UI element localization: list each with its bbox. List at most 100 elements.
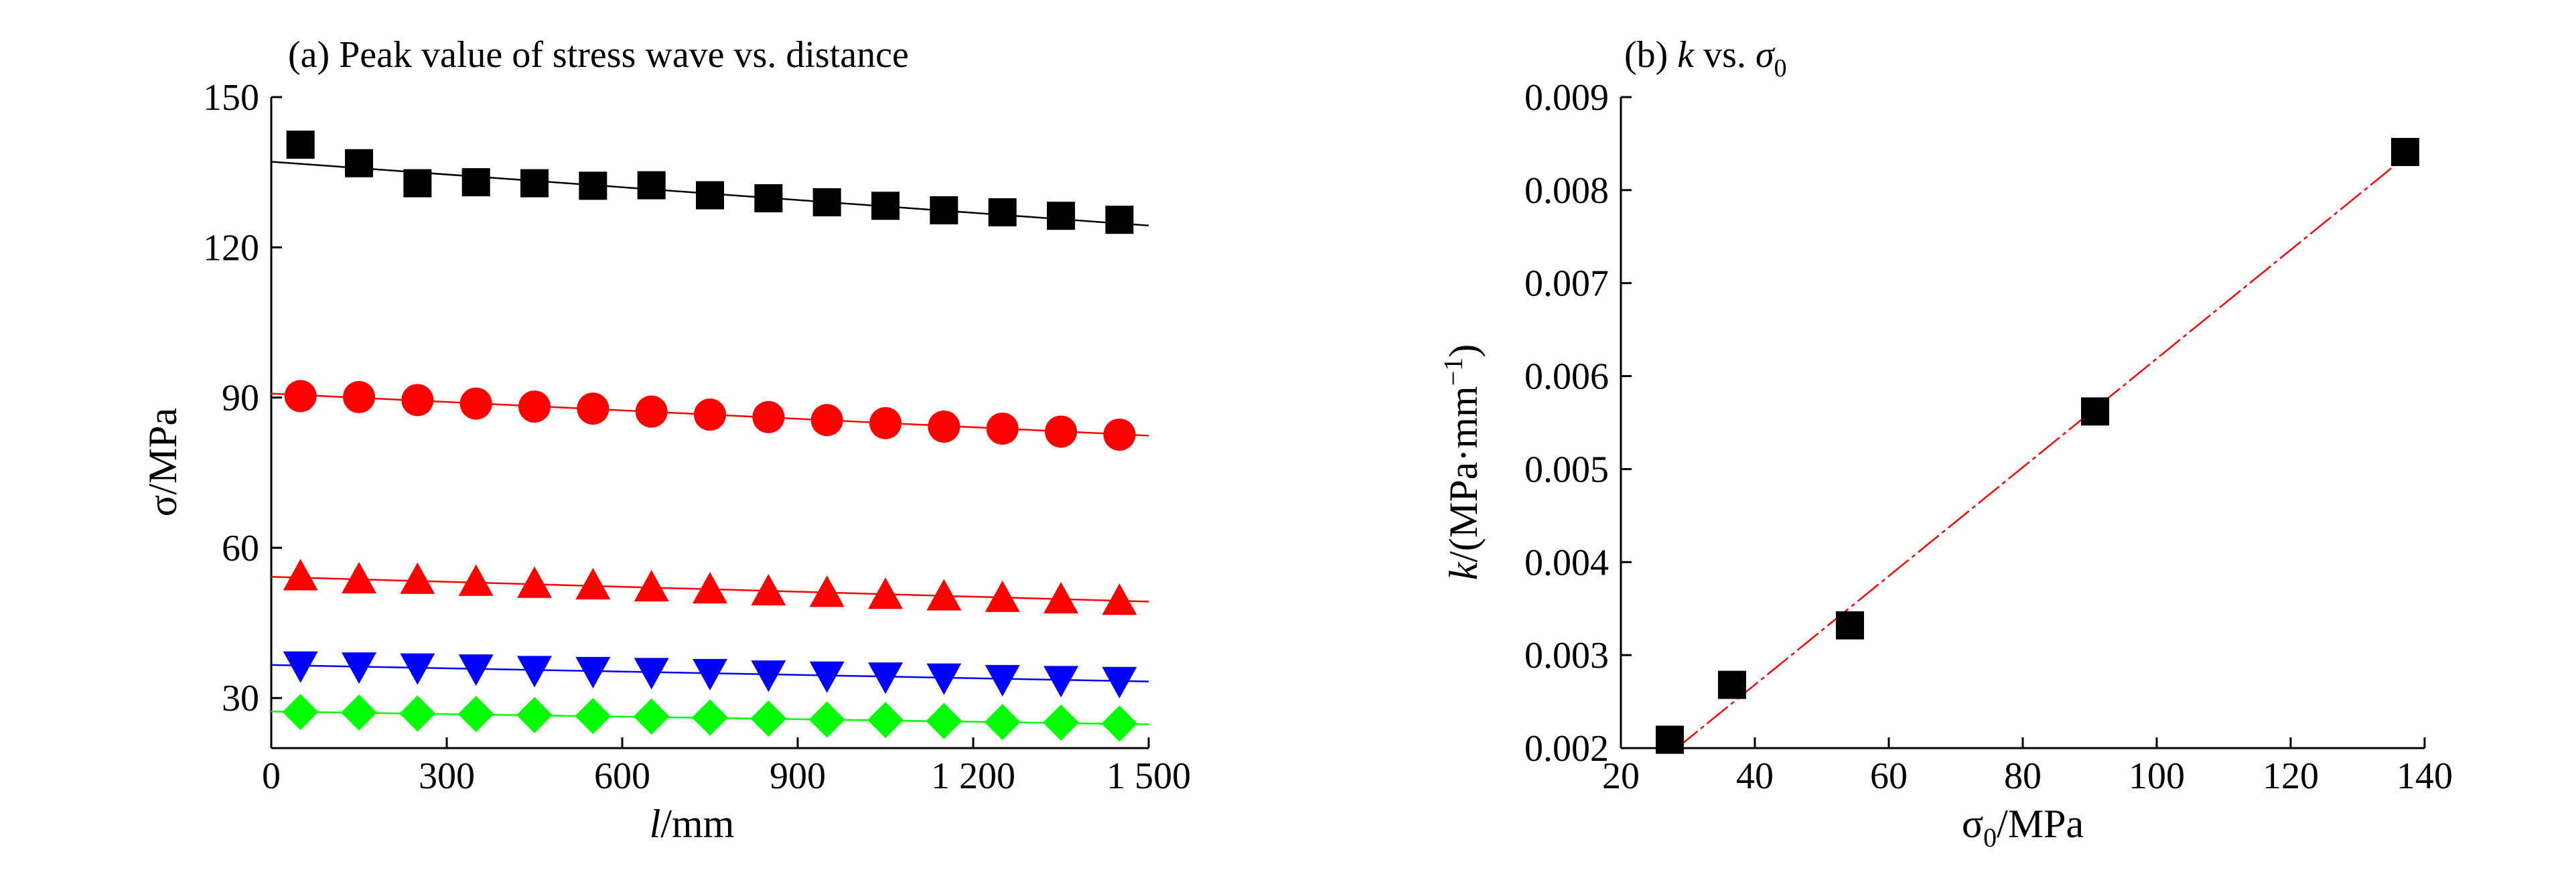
data-point	[635, 395, 668, 428]
data-point	[812, 188, 841, 217]
data-point	[577, 392, 610, 425]
data-point	[869, 407, 902, 439]
data-point	[1101, 705, 1138, 742]
data-point	[692, 699, 728, 736]
y-tick-label: 0.002	[1524, 728, 1609, 770]
data-point	[754, 184, 783, 213]
data-point	[926, 663, 962, 695]
data-point	[400, 562, 435, 594]
data-point	[809, 575, 845, 607]
x-tick-label: 900	[770, 755, 826, 797]
panel-b-axes: 20 40 60 80 100 120 140 0.002 0.003 0.004 0.005 0.0…	[1524, 77, 2453, 797]
data-point	[575, 698, 612, 735]
x-tick-label: 40	[1736, 755, 1774, 797]
data-point	[871, 192, 900, 220]
data-point	[751, 660, 786, 693]
data-point	[984, 704, 1021, 741]
data-point	[457, 696, 494, 733]
data-point	[634, 569, 669, 601]
y-tick-label: 90	[222, 378, 259, 419]
data-point	[1103, 418, 1136, 451]
data-point	[400, 653, 435, 685]
data-point	[579, 171, 607, 200]
data-point	[459, 387, 492, 420]
data-point	[868, 662, 903, 695]
data-point	[868, 577, 903, 609]
x-tick-label: 140	[2396, 755, 2453, 797]
x-tick-label: 0	[262, 755, 281, 797]
fit-line	[1676, 154, 2409, 749]
data-point	[985, 580, 1020, 612]
panel-a-plot-area	[271, 131, 1149, 742]
data-point	[1044, 666, 1078, 698]
x-tick-label: 20	[1602, 755, 1640, 797]
x-tick-label: 600	[594, 755, 650, 797]
data-point	[399, 695, 436, 732]
data-point	[1102, 583, 1137, 615]
panel-a-axes: 0 300 600 900 1 200 1 500 30 60 90 120 150	[203, 77, 1191, 797]
x-tick-label: 60	[1870, 755, 1908, 797]
data-point	[986, 412, 1019, 445]
data-point	[633, 698, 670, 735]
data-point	[345, 149, 373, 177]
data-point	[634, 658, 669, 690]
panel-a-stress-peak-vs-distance: (a) Peak value of stress wave vs. distan…	[141, 34, 1191, 846]
x-tick-label: 80	[2004, 755, 2042, 797]
panel-a-x-axis-label: l/mm	[650, 802, 735, 846]
y-tick-label: 0.005	[1524, 449, 1609, 490]
data-point	[517, 656, 552, 688]
y-tick-label: 60	[222, 528, 259, 569]
data-point	[1656, 725, 1684, 754]
data-point	[401, 384, 434, 417]
panel-b-y-axis-label: k/(MPa·mm−1)	[1438, 344, 1486, 581]
data-point	[342, 562, 376, 594]
data-point	[1102, 666, 1137, 699]
data-point	[810, 404, 843, 437]
data-point	[520, 169, 549, 198]
data-point	[988, 198, 1017, 226]
data-point	[637, 171, 666, 200]
data-point	[1044, 581, 1078, 613]
y-tick-label: 0.003	[1524, 635, 1609, 676]
data-point	[461, 168, 490, 197]
data-point	[284, 380, 317, 413]
data-point	[809, 661, 845, 693]
data-point	[341, 694, 377, 731]
data-point	[926, 703, 962, 739]
data-point	[808, 701, 845, 738]
panel-b-k-vs-sigma0: (b) k vs. σ0 20 40 60 80 100 120 140 0.002 0.003…	[1438, 34, 2453, 853]
data-point	[867, 702, 904, 739]
data-point	[458, 654, 494, 686]
data-point	[516, 697, 553, 733]
data-point	[1836, 611, 1864, 640]
data-point	[1045, 415, 1077, 448]
y-tick-label: 0.007	[1524, 263, 1609, 305]
y-tick-label: 0.009	[1524, 77, 1609, 119]
data-point	[342, 652, 376, 684]
data-point	[2081, 397, 2109, 426]
data-point	[752, 401, 785, 433]
data-point	[928, 410, 960, 443]
data-point	[2391, 137, 2419, 166]
data-point	[696, 181, 724, 210]
data-point	[283, 559, 318, 591]
x-tick-label: 100	[2129, 755, 2185, 797]
data-point	[1043, 704, 1079, 741]
panel-a-y-axis-label: σ/MPa	[141, 408, 185, 516]
data-point	[343, 380, 375, 413]
x-tick-label: 1 500	[1106, 755, 1191, 797]
data-point	[575, 568, 611, 599]
data-point	[693, 571, 727, 603]
x-tick-label: 120	[2263, 755, 2319, 797]
data-point	[403, 169, 432, 198]
panel-b-title: (b) k vs. σ0	[1624, 34, 1787, 82]
y-tick-label: 0.008	[1524, 170, 1609, 212]
y-tick-label: 30	[222, 678, 259, 719]
data-point	[518, 390, 551, 423]
data-point	[926, 579, 962, 611]
data-point	[1047, 202, 1075, 230]
data-point	[517, 566, 552, 598]
data-point	[693, 658, 727, 691]
data-point	[694, 398, 726, 431]
